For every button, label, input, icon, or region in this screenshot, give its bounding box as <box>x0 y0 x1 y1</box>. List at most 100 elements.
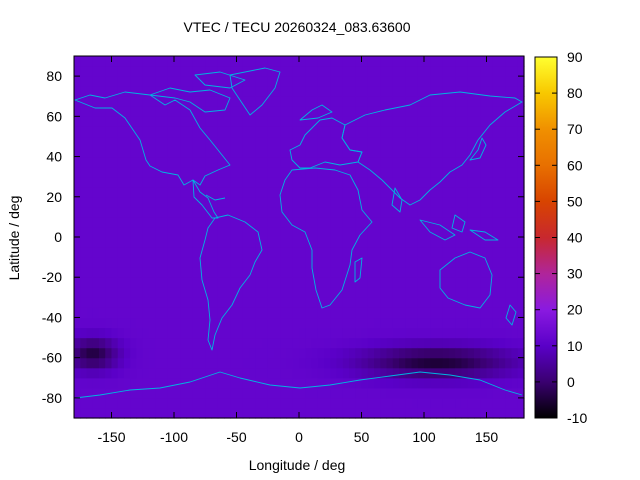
heatmap-cell <box>80 176 88 188</box>
heatmap-cell <box>136 377 144 389</box>
heatmap-cell <box>486 106 494 117</box>
heatmap-cell <box>161 317 169 329</box>
colorbar-tick-label: 20 <box>567 302 583 318</box>
heatmap-cell <box>155 66 163 77</box>
heatmap-cell <box>386 226 394 238</box>
heatmap-cell <box>517 116 525 127</box>
heatmap-cell <box>74 116 81 127</box>
heatmap-cell <box>405 116 413 127</box>
heatmap-cell <box>511 377 519 389</box>
heatmap-cell <box>417 307 425 319</box>
heatmap-cell <box>142 186 150 198</box>
y-tick-label: 40 <box>46 149 62 165</box>
heatmap-cell <box>161 407 169 419</box>
heatmap-cell <box>217 387 225 399</box>
heatmap-cell <box>386 287 394 298</box>
heatmap-cell <box>330 407 338 419</box>
heatmap-cell <box>111 277 119 288</box>
heatmap-cell <box>449 357 456 369</box>
heatmap-cell <box>317 327 325 339</box>
heatmap-cell <box>224 397 231 409</box>
heatmap-cell <box>336 186 344 198</box>
heatmap-cell <box>386 96 394 107</box>
heatmap-cell <box>155 387 163 399</box>
heatmap-cell <box>280 317 288 329</box>
heatmap-cell <box>249 277 256 288</box>
heatmap-cell <box>92 237 100 248</box>
heatmap-cell <box>392 307 400 319</box>
heatmap-cell <box>86 267 94 278</box>
heatmap-cell <box>211 357 219 369</box>
heatmap-cell <box>224 136 231 148</box>
heatmap-cell <box>449 297 456 308</box>
heatmap-cell <box>186 247 194 258</box>
heatmap-cell <box>392 337 400 349</box>
heatmap-cell <box>111 176 119 188</box>
y-tick-label: -20 <box>42 269 62 285</box>
heatmap-cell <box>461 257 469 268</box>
heatmap-cell <box>499 226 506 238</box>
heatmap-cell <box>399 126 406 138</box>
heatmap-cell <box>511 116 519 127</box>
heatmap-cell <box>142 327 150 339</box>
heatmap-cell <box>324 377 331 389</box>
heatmap-cell <box>330 397 338 409</box>
heatmap-cell <box>111 166 119 178</box>
heatmap-cell <box>192 387 200 399</box>
heatmap-cell <box>336 357 344 369</box>
heatmap-cell <box>161 196 169 208</box>
heatmap-cell <box>105 277 113 288</box>
heatmap-cell <box>349 126 356 138</box>
heatmap-cell <box>430 156 438 168</box>
heatmap-cell <box>424 116 431 127</box>
heatmap-cell <box>474 367 481 379</box>
heatmap-cell <box>349 166 356 178</box>
heatmap-cell <box>342 397 350 409</box>
heatmap-cell <box>361 377 369 389</box>
heatmap-cell <box>386 277 394 288</box>
heatmap-cell <box>249 186 256 198</box>
heatmap-cell <box>311 216 319 228</box>
heatmap-cell <box>317 317 325 329</box>
heatmap-cell <box>336 347 344 359</box>
heatmap-cell <box>467 327 475 339</box>
heatmap-cell <box>405 267 413 278</box>
heatmap-cell <box>355 397 363 409</box>
heatmap-cell <box>499 136 506 148</box>
heatmap-cell <box>367 367 375 379</box>
heatmap-cell <box>161 116 169 127</box>
heatmap-cell <box>317 196 325 208</box>
heatmap-cell <box>311 186 319 198</box>
heatmap-cell <box>430 287 438 298</box>
heatmap-cell <box>442 106 450 117</box>
heatmap-cell <box>430 357 438 369</box>
heatmap-cell <box>499 257 506 268</box>
heatmap-cell <box>342 337 350 349</box>
heatmap-cell <box>155 337 163 349</box>
heatmap-cell <box>230 237 238 248</box>
heatmap-cell <box>374 216 381 228</box>
heatmap-cell <box>299 337 306 349</box>
heatmap-cell <box>217 56 225 67</box>
heatmap-cell <box>480 247 488 258</box>
heatmap-cell <box>99 166 106 178</box>
heatmap-cell <box>430 66 438 77</box>
heatmap-cell <box>505 136 513 148</box>
heatmap-cell <box>361 196 369 208</box>
heatmap-cell <box>355 126 363 138</box>
colorbar-tick-label: 10 <box>567 338 583 354</box>
heatmap-cell <box>461 267 469 278</box>
heatmap-cell <box>230 337 238 349</box>
heatmap-cell <box>180 96 188 107</box>
heatmap-cell <box>86 307 94 319</box>
heatmap-cell <box>499 407 506 419</box>
heatmap-cell <box>505 397 513 409</box>
heatmap-cell <box>117 86 125 97</box>
heatmap-cell <box>405 166 413 178</box>
heatmap-cell <box>117 277 125 288</box>
heatmap-cell <box>342 216 350 228</box>
heatmap-cell <box>267 327 275 339</box>
heatmap-cell <box>92 56 100 67</box>
heatmap-cell <box>480 347 488 359</box>
heatmap-cell <box>117 317 125 329</box>
